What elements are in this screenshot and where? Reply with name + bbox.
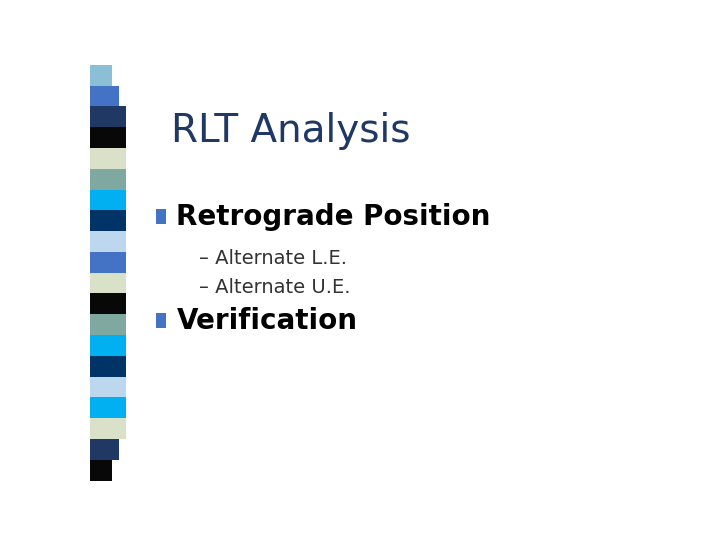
Bar: [90, 377, 126, 397]
Bar: [90, 418, 126, 439]
Bar: [90, 106, 126, 127]
Bar: [90, 231, 126, 252]
Bar: [90, 273, 126, 294]
Bar: [90, 127, 126, 148]
Bar: [156, 208, 166, 225]
Bar: [90, 85, 120, 106]
Bar: [90, 356, 126, 377]
Bar: [90, 190, 126, 211]
Bar: [90, 168, 126, 190]
Bar: [90, 252, 126, 273]
Bar: [90, 148, 126, 168]
Bar: [156, 313, 166, 328]
Bar: [90, 460, 112, 481]
Text: – Alternate L.E.: – Alternate L.E.: [199, 248, 347, 268]
Bar: [90, 314, 126, 335]
Text: RLT Analysis: RLT Analysis: [171, 112, 410, 150]
Bar: [90, 210, 126, 231]
Bar: [90, 397, 126, 418]
Bar: [90, 65, 112, 85]
Bar: [90, 439, 120, 460]
Bar: [90, 294, 126, 314]
Text: Verification: Verification: [176, 307, 358, 334]
Text: – Alternate U.E.: – Alternate U.E.: [199, 278, 351, 297]
Text: Retrograde Position: Retrograde Position: [176, 202, 491, 231]
Bar: [90, 335, 126, 356]
